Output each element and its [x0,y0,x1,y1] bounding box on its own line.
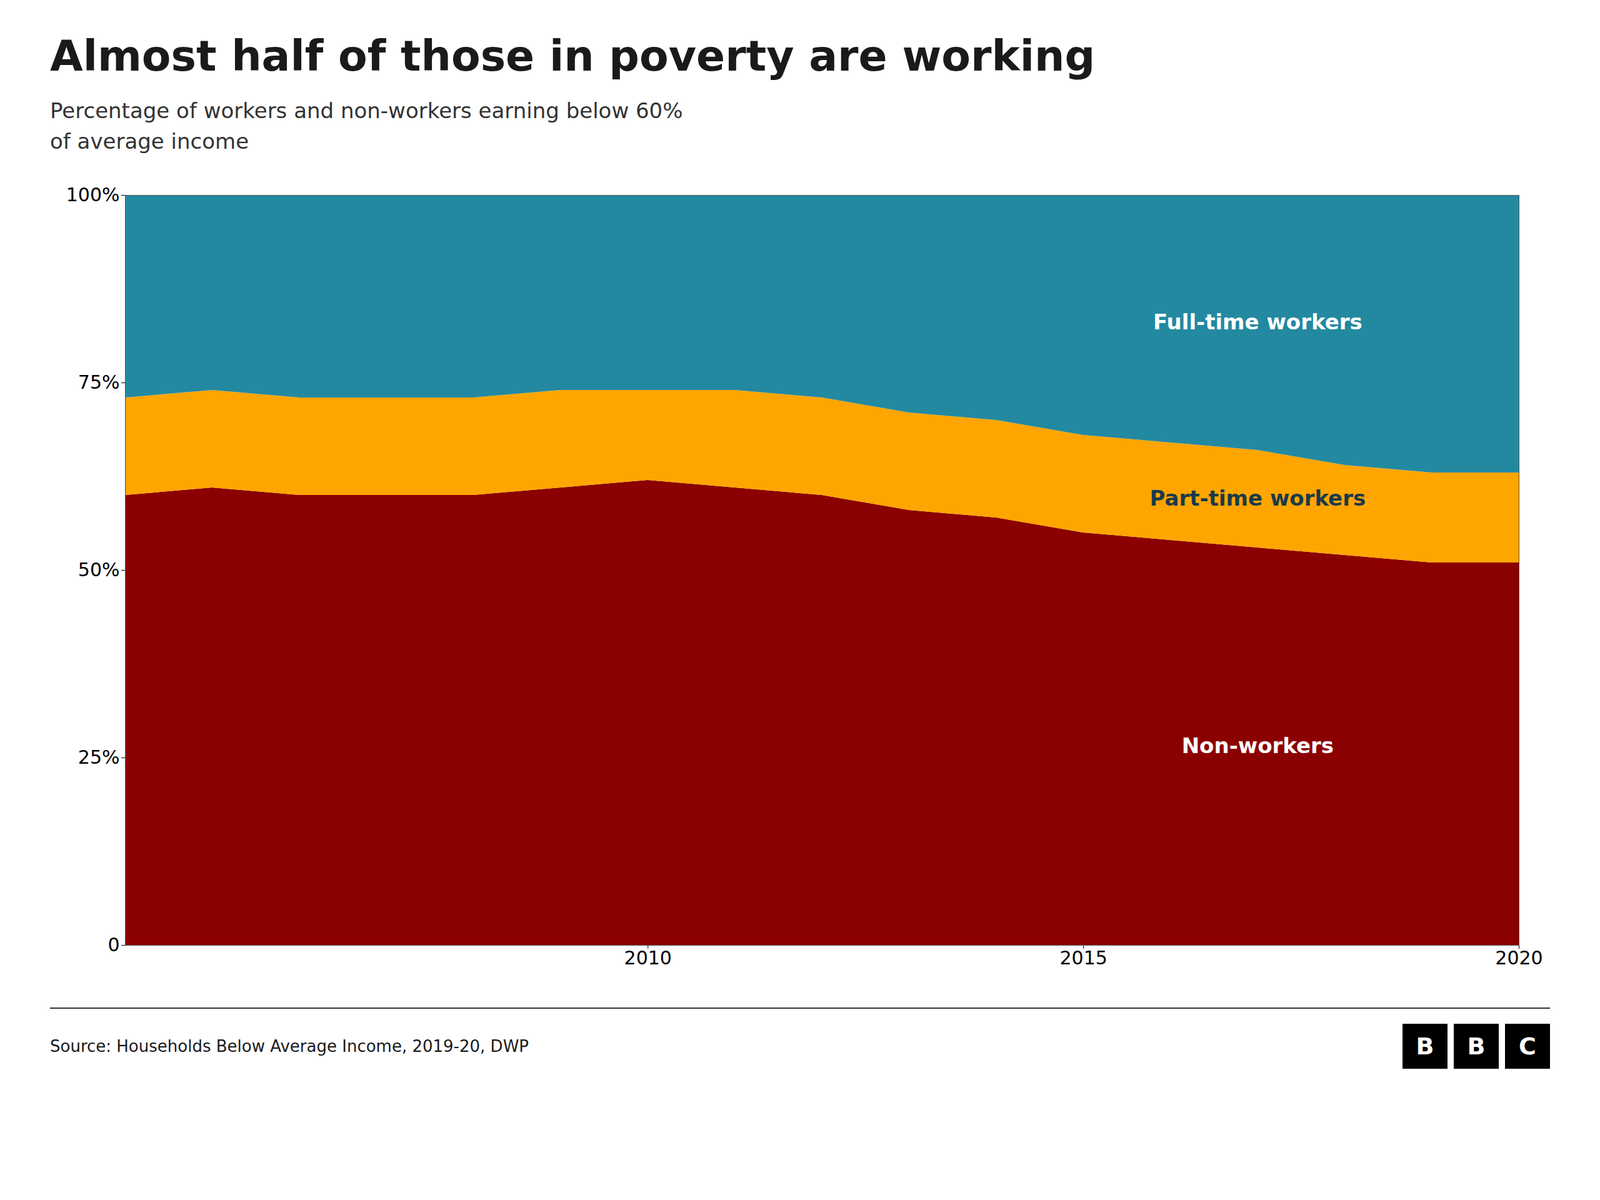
svg-text:Full-time workers: Full-time workers [1153,309,1363,335]
svg-text:2010: 2010 [624,946,672,969]
html-text:Source: Households Below Avera: Source: Households Below Average Income,… [50,1036,529,1056]
svg-text:75%: 75% [78,371,120,394]
html-text:B: B [1415,1032,1435,1060]
html-text:C: C [1518,1032,1537,1060]
svg-text:Non-workers: Non-workers [1181,733,1334,759]
svg-text:50%: 50% [78,558,120,581]
svg-text:100%: 100% [66,183,120,206]
html-text:Almost half of those in povert: Almost half of those in poverty are work… [50,31,1096,81]
svg-text:2015: 2015 [1059,946,1107,969]
html-text:Percentage of workers and non-: Percentage of workers and non-workers ea… [50,98,683,154]
svg-text:0: 0 [107,933,120,956]
svg-text:2020: 2020 [1495,946,1543,969]
html-text:B: B [1467,1032,1486,1060]
svg-text:25%: 25% [78,746,120,769]
svg-text:Part-time workers: Part-time workers [1150,485,1367,511]
